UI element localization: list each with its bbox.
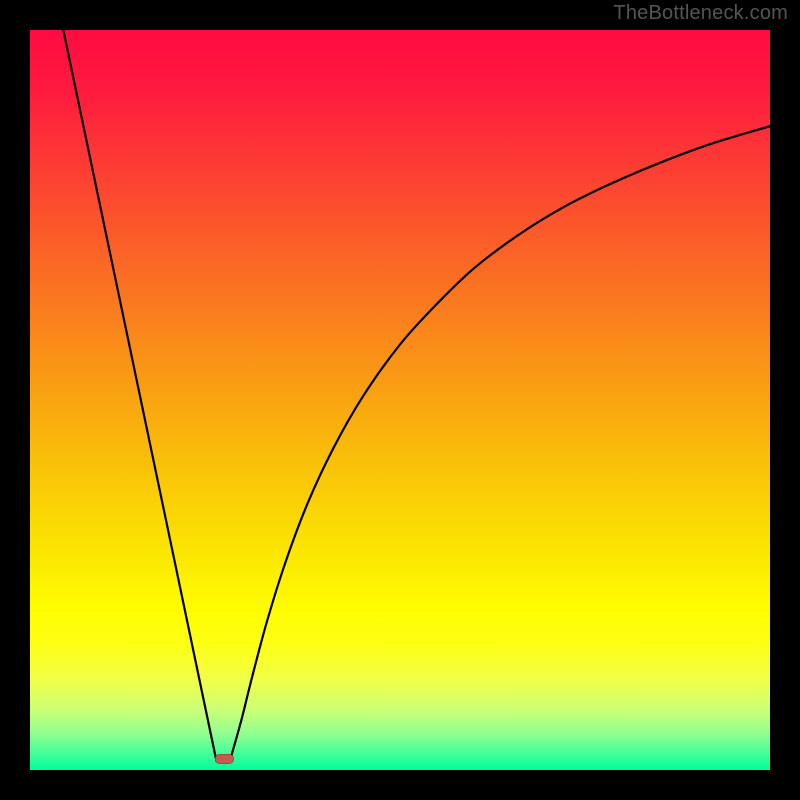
valley-marker: [215, 754, 234, 764]
gradient-plot: [30, 30, 770, 770]
watermark-text: TheBottleneck.com: [613, 2, 788, 25]
chart-frame: TheBottleneck.com: [0, 0, 800, 800]
